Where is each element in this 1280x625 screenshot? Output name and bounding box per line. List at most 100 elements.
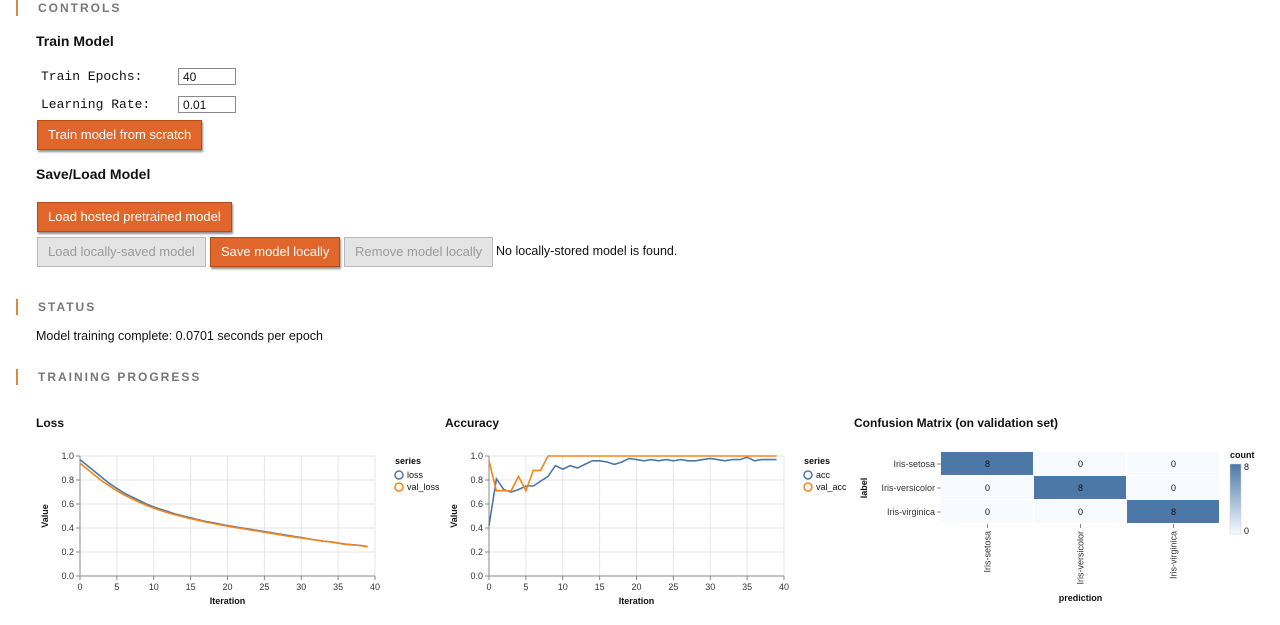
accuracy-legend-symbol	[803, 482, 813, 492]
cm-cell	[1034, 476, 1126, 499]
loss-y-tick-label: 1.0	[61, 451, 74, 461]
accuracy-x-tick-label: 35	[742, 582, 752, 592]
loss-legend-label-val-loss: val_loss	[407, 482, 440, 492]
cm-legend-title: count	[1230, 450, 1255, 460]
accuracy-x-tick-label: 15	[595, 582, 605, 592]
train-model-heading: Train Model	[36, 33, 114, 49]
loss-series-loss-line	[79, 458, 368, 548]
accuracy-chart: 0 5 10 15 20 25 30 35 40 0.0 0.2 0.4 0.6 0.8 1.0 Itera…	[449, 451, 847, 606]
confusion-matrix-chart: 8 0 0 0 8 0 0 0 8 Iris-setosa Iris-versicolor Iris…	[859, 450, 1255, 603]
cm-cell	[1034, 500, 1126, 523]
accuracy-y-tick-label: 0.6	[470, 499, 483, 509]
loss-x-axis-label: Iteration	[210, 596, 246, 606]
loss-chart: 0 5 10 15 20 25 30 35 40 0.0 0.2 0.4 0.6 0.8 1.0 Itera…	[40, 451, 440, 606]
accuracy-x-tick-label: 20	[631, 582, 641, 592]
loss-x-tick-label: 20	[222, 582, 232, 592]
cm-cell-value: 0	[1078, 459, 1083, 469]
loss-y-axis-label: Value	[40, 504, 50, 528]
cm-cell-value: 0	[1078, 507, 1083, 517]
cm-legend-max: 8	[1244, 462, 1249, 472]
loss-x-tick-label: 25	[259, 582, 269, 592]
train-epochs-input[interactable]	[178, 68, 236, 85]
cm-cell-value: 8	[1078, 483, 1083, 493]
accuracy-legend-label-acc: acc	[816, 470, 831, 480]
accuracy-x-tick-label: 25	[668, 582, 678, 592]
loss-legend-symbol	[394, 470, 404, 480]
cm-cell-value: 0	[1171, 483, 1176, 493]
accuracy-x-tick-label: 5	[523, 582, 528, 592]
accuracy-x-axis-label: Iteration	[619, 596, 655, 606]
loss-y-tick-label: 0.4	[61, 523, 74, 533]
train-epochs-label: Train Epochs:	[41, 69, 143, 84]
accuracy-x-tick-label: 10	[558, 582, 568, 592]
accuracy-y-tick-label: 0.0	[470, 571, 483, 581]
save-load-heading: Save/Load Model	[36, 166, 151, 182]
cm-cell	[941, 452, 1033, 475]
cm-legend-gradient	[1229, 463, 1242, 535]
loss-y-tick-label: 0.0	[61, 571, 74, 581]
accuracy-series-val-acc-line	[488, 455, 777, 493]
cm-legend-min: 0	[1244, 526, 1249, 536]
accuracy-y-axis-label: Value	[449, 504, 459, 528]
loss-legend-label-loss: loss	[407, 470, 424, 480]
load-hosted-model-button[interactable]: Load hosted pretrained model	[37, 202, 232, 232]
loss-x-tick-label: 15	[186, 582, 196, 592]
cm-y-axis-label: label	[859, 478, 869, 499]
confusion-matrix-title: Confusion Matrix (on validation set)	[854, 416, 1059, 430]
cm-cell-value: 0	[1171, 459, 1176, 469]
local-model-status: No locally-stored model is found.	[496, 244, 678, 258]
cm-cell-value: 0	[985, 483, 990, 493]
loss-chart-title: Loss	[36, 416, 65, 430]
cm-cell	[941, 500, 1033, 523]
cm-cell-value: 0	[985, 507, 990, 517]
loss-x-tick-label: 30	[296, 582, 306, 592]
cm-col-label: Iris-versicolor	[1076, 531, 1086, 585]
load-local-model-button[interactable]: Load locally-saved model	[37, 237, 206, 267]
accuracy-y-tick-label: 0.4	[470, 523, 483, 533]
cm-cell-value: 8	[1171, 507, 1176, 517]
cm-cell	[1127, 500, 1219, 523]
accuracy-x-tick-label: 0	[486, 582, 491, 592]
controls-section-title: CONTROLS	[16, 0, 121, 16]
accuracy-series-acc-line	[488, 456, 777, 526]
loss-y-tick-label: 0.8	[61, 475, 74, 485]
loss-x-tick-label: 35	[333, 582, 343, 592]
accuracy-legend-title: series	[804, 456, 830, 466]
cm-row-label: Iris-versicolor	[881, 483, 935, 493]
cm-col-label: Iris-virginica	[1169, 531, 1179, 579]
cm-cell	[1127, 476, 1219, 499]
accuracy-y-tick-label: 0.8	[470, 475, 483, 485]
status-text: Model training complete: 0.0701 seconds …	[36, 329, 323, 343]
loss-x-tick-label: 5	[114, 582, 119, 592]
cm-cell	[1127, 452, 1219, 475]
loss-legend-title: series	[395, 456, 421, 466]
cm-col-label: Iris-setosa	[983, 531, 993, 573]
cm-cell-value: 8	[985, 459, 990, 469]
cm-cell	[941, 476, 1033, 499]
loss-y-tick-label: 0.6	[61, 499, 74, 509]
accuracy-x-tick-label: 30	[705, 582, 715, 592]
remove-local-model-button[interactable]: Remove model locally	[344, 237, 494, 267]
cm-x-axis-label: prediction	[1059, 593, 1103, 603]
cm-row-label: Iris-virginica	[887, 507, 935, 517]
status-section-title: STATUS	[16, 299, 96, 315]
learning-rate-label: Learning Rate:	[41, 97, 151, 112]
loss-x-tick-label: 0	[77, 582, 82, 592]
loss-legend-symbol	[394, 482, 404, 492]
accuracy-legend-label-val-acc: val_acc	[816, 482, 847, 492]
accuracy-x-tick-label: 40	[779, 582, 789, 592]
loss-x-tick-label: 10	[149, 582, 159, 592]
accuracy-y-tick-label: 1.0	[470, 451, 483, 461]
loss-y-tick-label: 0.2	[61, 547, 74, 557]
loss-x-tick-label: 40	[370, 582, 380, 592]
accuracy-legend-symbol	[803, 470, 813, 480]
accuracy-y-tick-label: 0.2	[470, 547, 483, 557]
loss-series-val-loss-line	[79, 462, 368, 548]
learning-rate-input[interactable]	[178, 96, 236, 113]
save-model-locally-button[interactable]: Save model locally	[210, 237, 341, 267]
progress-section-title: TRAINING PROGRESS	[16, 369, 201, 385]
train-from-scratch-button[interactable]: Train model from scratch	[37, 120, 203, 150]
cm-row-label: Iris-setosa	[893, 459, 935, 469]
cm-cell	[1034, 452, 1126, 475]
